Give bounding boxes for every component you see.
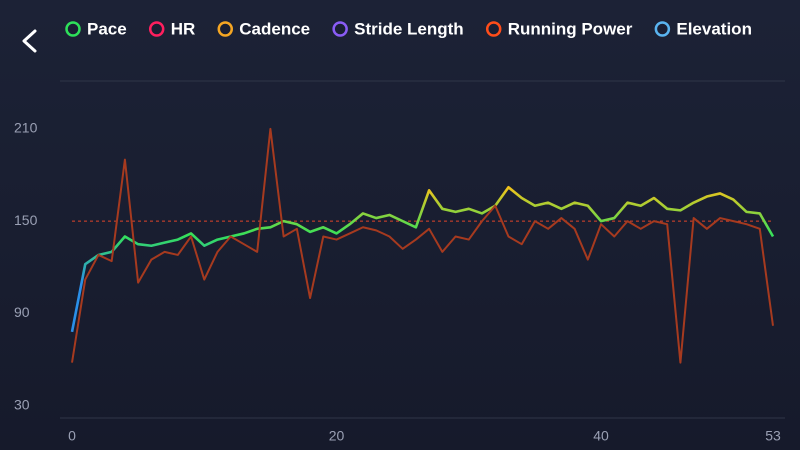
- plot: 30 90 150 210 0 20 40 53: [14, 120, 781, 444]
- legend-label: Running Power: [508, 19, 633, 38]
- legend-label: Cadence: [239, 19, 310, 38]
- legend-label: Stride Length: [354, 19, 464, 38]
- x-tick-label: 40: [593, 428, 609, 444]
- x-tick-label: 53: [765, 428, 781, 444]
- series-line: [71, 127, 774, 364]
- legend-item[interactable]: HR: [148, 19, 196, 38]
- legend-marker: [148, 21, 165, 37]
- y-tick-label: 90: [14, 304, 30, 320]
- back-button[interactable]: [22, 29, 37, 53]
- legend-label: Pace: [87, 19, 127, 38]
- legend: Pace HR Cadence Stride Length Running Power E…: [65, 19, 752, 38]
- x-tick-label: 0: [68, 428, 76, 444]
- y-tick-label: 30: [14, 396, 30, 412]
- legend-item[interactable]: Pace: [65, 19, 127, 38]
- legend-label: HR: [171, 19, 196, 38]
- legend-label: Elevation: [676, 19, 752, 38]
- series-line: [70, 185, 775, 333]
- legend-marker: [654, 21, 671, 37]
- legend-item[interactable]: Stride Length: [332, 19, 464, 38]
- legend-marker: [485, 21, 502, 37]
- legend-item[interactable]: Cadence: [217, 19, 310, 38]
- x-tick-label: 20: [329, 428, 345, 444]
- legend-item[interactable]: Running Power: [485, 19, 633, 38]
- legend-item[interactable]: Elevation: [654, 19, 752, 38]
- legend-marker: [217, 21, 234, 37]
- y-tick-label: 150: [14, 212, 38, 228]
- legend-marker: [65, 21, 81, 37]
- y-tick-label: 210: [14, 120, 38, 136]
- legend-marker: [332, 21, 348, 37]
